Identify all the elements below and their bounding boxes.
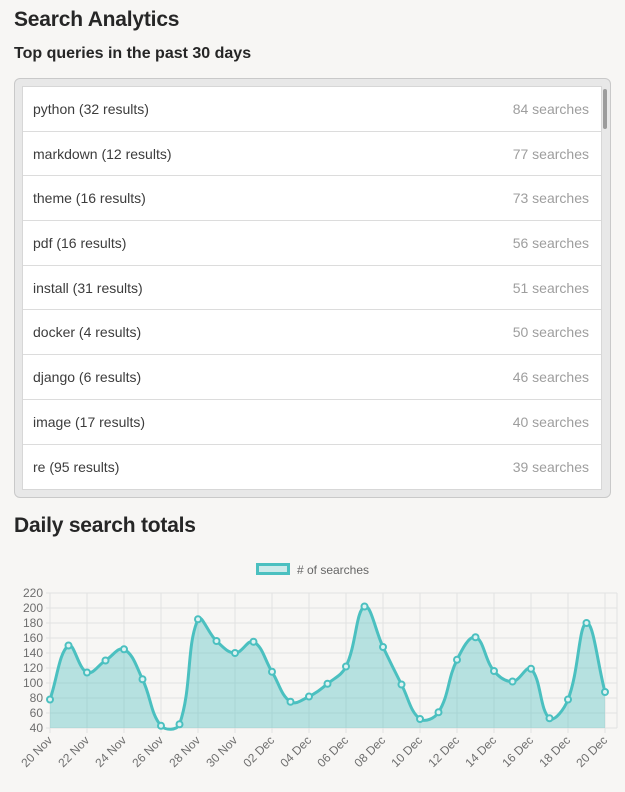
- daily-search-totals-heading: Daily search totals: [14, 514, 196, 537]
- svg-text:200: 200: [23, 601, 43, 615]
- query-search-count: 73 searches: [512, 190, 589, 207]
- legend-swatch-icon: [255, 563, 290, 575]
- svg-text:26 Nov: 26 Nov: [129, 733, 166, 770]
- chart-legend[interactable]: # of searches: [0, 563, 625, 577]
- top-queries-heading: Top queries in the past 30 days: [14, 45, 252, 62]
- query-label: re (95 results): [33, 458, 120, 475]
- query-search-count: 50 searches: [512, 324, 589, 341]
- svg-text:16 Dec: 16 Dec: [499, 733, 536, 770]
- svg-text:24 Nov: 24 Nov: [92, 733, 129, 770]
- svg-text:60: 60: [30, 706, 44, 720]
- query-row: markdown (12 results) 77 searches: [23, 132, 601, 177]
- page-title: Search Analytics: [14, 8, 180, 31]
- query-search-count: 51 searches: [512, 279, 589, 296]
- query-search-count: 84 searches: [512, 100, 589, 117]
- query-row: docker (4 results) 50 searches: [23, 310, 601, 356]
- svg-text:160: 160: [23, 631, 43, 645]
- query-label: theme (16 results): [33, 190, 146, 207]
- query-list[interactable]: python (32 results) 84 searches markdown (…: [22, 86, 602, 490]
- query-search-count: 40 searches: [512, 413, 589, 430]
- svg-text:220: 220: [23, 586, 43, 600]
- svg-text:28 Nov: 28 Nov: [166, 733, 203, 770]
- query-row: django (6 results) 46 searches: [23, 355, 601, 400]
- legend-label: # of searches: [296, 563, 370, 577]
- query-row: theme (16 results) 73 searches: [23, 176, 601, 222]
- query-label: markdown (12 results): [33, 145, 172, 162]
- svg-text:30 Nov: 30 Nov: [203, 733, 240, 770]
- query-row: image (17 results) 40 searches: [23, 400, 601, 445]
- svg-text:06 Dec: 06 Dec: [314, 733, 351, 770]
- query-label: pdf (16 results): [33, 234, 127, 251]
- scrollbar-thumb[interactable]: [603, 89, 607, 129]
- svg-text:20 Dec: 20 Dec: [573, 733, 610, 770]
- query-row: python (32 results) 84 searches: [23, 87, 601, 132]
- svg-text:18 Dec: 18 Dec: [536, 733, 573, 770]
- query-label: docker (4 results): [33, 324, 142, 341]
- svg-text:12 Dec: 12 Dec: [425, 733, 462, 770]
- query-search-count: 77 searches: [512, 145, 589, 162]
- query-label: install (31 results): [33, 279, 143, 296]
- svg-text:14 Dec: 14 Dec: [462, 733, 499, 770]
- query-label: python (32 results): [33, 100, 149, 117]
- svg-text:04 Dec: 04 Dec: [277, 733, 314, 770]
- query-label: image (17 results): [33, 413, 146, 430]
- svg-text:40: 40: [30, 721, 44, 735]
- svg-text:10 Dec: 10 Dec: [388, 733, 425, 770]
- query-search-count: 39 searches: [512, 458, 589, 475]
- daily-search-totals-chart[interactable]: 40 60 80 100 120 140 160 180 200 220 20 Nov 22 Nov 2…: [0, 585, 625, 792]
- svg-text:80: 80: [30, 691, 44, 705]
- svg-text:140: 140: [23, 646, 43, 660]
- svg-text:20 Nov: 20 Nov: [18, 733, 55, 770]
- query-row: pdf (16 results) 56 searches: [23, 221, 601, 266]
- svg-text:22 Nov: 22 Nov: [55, 733, 92, 770]
- query-search-count: 56 searches: [512, 234, 589, 251]
- svg-text:02 Dec: 02 Dec: [240, 733, 277, 770]
- top-queries-panel: python (32 results) 84 searches markdown (…: [14, 78, 611, 498]
- query-row: install (31 results) 51 searches: [23, 266, 601, 311]
- svg-text:08 Dec: 08 Dec: [351, 733, 388, 770]
- svg-text:180: 180: [23, 616, 43, 630]
- query-search-count: 46 searches: [512, 368, 589, 385]
- svg-text:100: 100: [23, 676, 43, 690]
- svg-text:120: 120: [23, 661, 43, 675]
- query-row: re (95 results) 39 searches: [23, 445, 601, 490]
- query-label: django (6 results): [33, 368, 142, 385]
